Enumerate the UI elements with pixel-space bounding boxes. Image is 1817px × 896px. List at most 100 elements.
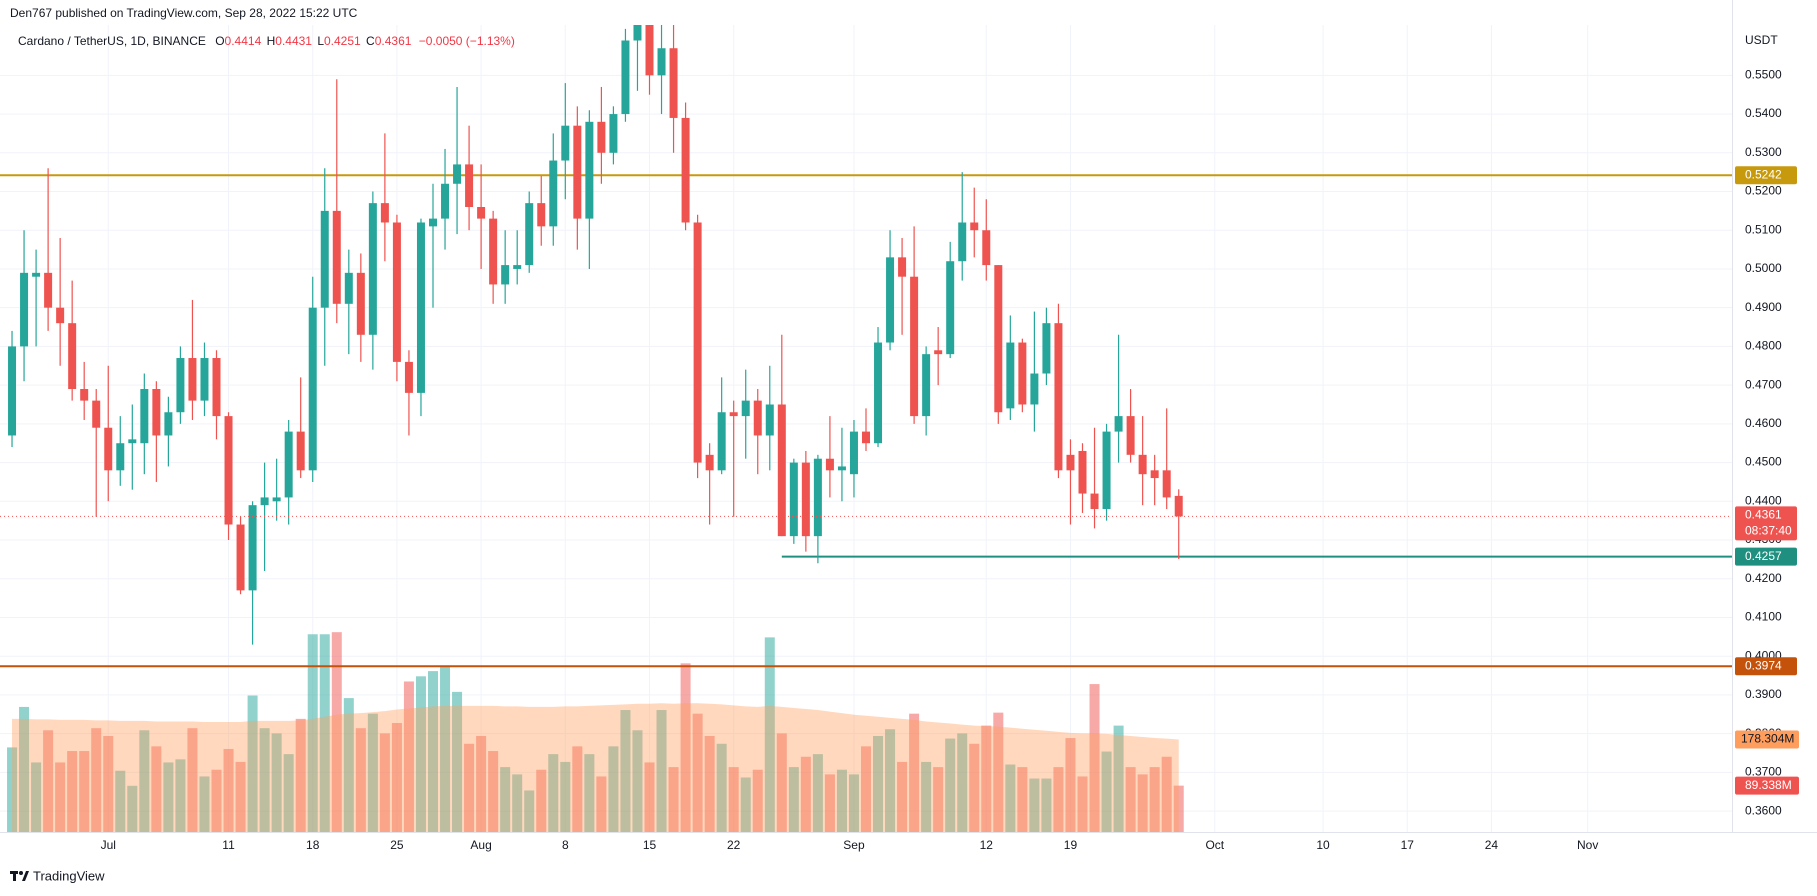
volume-bar — [500, 767, 511, 832]
x-tick-label: Oct — [1205, 838, 1224, 852]
volume-bar — [355, 728, 366, 832]
candle-body — [416, 222, 425, 393]
volume-bar — [307, 634, 318, 832]
volume-bar — [440, 665, 451, 832]
y-tick-label: 0.4100 — [1745, 610, 1782, 624]
volume-bar — [620, 710, 631, 832]
volume-bar — [824, 774, 835, 832]
ohlc-value: 0.4414 — [225, 34, 262, 48]
candle-body — [813, 458, 822, 537]
candle-body — [934, 350, 943, 355]
candle-body — [477, 207, 486, 219]
y-tick-label: 0.4700 — [1745, 377, 1782, 391]
y-tick-label: 0.4500 — [1745, 455, 1782, 469]
volume-bar — [800, 756, 811, 832]
candle-body — [573, 125, 582, 219]
volume-bar — [848, 774, 859, 832]
volume-bar — [103, 735, 114, 832]
volume-bar — [43, 730, 54, 832]
candle-body — [994, 265, 1003, 413]
candle-body — [164, 412, 173, 436]
candle-body — [32, 272, 41, 277]
candle-body — [260, 497, 269, 506]
candle-body — [609, 114, 618, 153]
candle-body — [489, 218, 498, 285]
candle-body — [958, 222, 967, 262]
volume-bar — [608, 746, 619, 832]
volume-bar — [428, 671, 438, 832]
candle-body — [308, 307, 317, 471]
volume-bar — [836, 769, 847, 832]
candle-body — [874, 342, 883, 444]
volume-bar — [861, 746, 871, 832]
volume-bar — [488, 751, 499, 832]
volume-bar — [319, 634, 330, 832]
candle-body — [1090, 493, 1099, 510]
candle-body — [1078, 450, 1087, 494]
volume-bar — [993, 712, 1004, 832]
volume-bar — [403, 681, 414, 832]
volume-bar — [1005, 764, 1016, 832]
ohlc-label: C — [366, 34, 375, 48]
volume-bar — [79, 751, 90, 832]
volume-bar — [127, 785, 138, 832]
candle-body — [1138, 454, 1147, 475]
candle-body — [946, 261, 955, 355]
ohlc-value: 0.4361 — [375, 34, 412, 48]
volume-bar — [752, 769, 763, 832]
candle-body — [116, 443, 125, 471]
volume-bar — [1161, 756, 1172, 832]
volume-bar — [668, 767, 679, 832]
volume-bar — [259, 728, 270, 832]
candle-body — [765, 404, 774, 436]
candle-body — [886, 257, 895, 343]
candle-body — [525, 203, 534, 266]
candle-body — [272, 497, 281, 502]
volume-bar — [7, 747, 18, 832]
y-tick-label: 0.3700 — [1745, 765, 1782, 779]
volume-bar — [548, 754, 559, 832]
volume-box — [1735, 776, 1799, 795]
candle-body — [681, 117, 690, 223]
candle-body — [44, 272, 53, 308]
candle-body — [380, 203, 389, 223]
volume-bar — [692, 713, 703, 832]
logo-shape — [13, 871, 16, 881]
volume-bar — [524, 790, 535, 832]
volume-bar — [740, 777, 751, 832]
volume-ma-area — [12, 703, 1179, 832]
candle-body — [284, 431, 293, 498]
volume-bar — [139, 730, 150, 832]
candle-body — [621, 40, 630, 115]
volume-bar — [163, 762, 174, 832]
volume-bar — [331, 632, 342, 832]
candle-body — [224, 416, 233, 525]
volume-bar — [343, 698, 354, 832]
candle-body — [693, 222, 702, 463]
candle-body — [1162, 470, 1171, 498]
y-tick-label: 0.5500 — [1745, 68, 1782, 82]
y-tick-label: 0.5300 — [1745, 145, 1782, 159]
volume-bar — [680, 663, 691, 832]
volume-bar — [572, 746, 583, 832]
candle-body — [441, 183, 450, 219]
volume-bar — [1089, 684, 1100, 832]
candle-body — [1066, 454, 1075, 471]
candle-body — [188, 358, 197, 401]
candle-body — [404, 361, 413, 393]
ohlc-label: H — [267, 34, 276, 48]
volume-bar — [909, 713, 920, 832]
ohlc-value: 0.4251 — [324, 34, 361, 48]
volume-bar — [1065, 738, 1076, 832]
volume-bar — [464, 743, 475, 832]
logo-shape — [22, 871, 29, 881]
level-label-box — [1735, 657, 1797, 676]
volume-bar — [1029, 778, 1040, 832]
volume-bar — [19, 706, 30, 832]
candle-body — [1150, 470, 1159, 479]
volume-bar — [596, 776, 607, 832]
x-tick-label: 11 — [222, 838, 235, 852]
candle-body — [392, 222, 401, 362]
